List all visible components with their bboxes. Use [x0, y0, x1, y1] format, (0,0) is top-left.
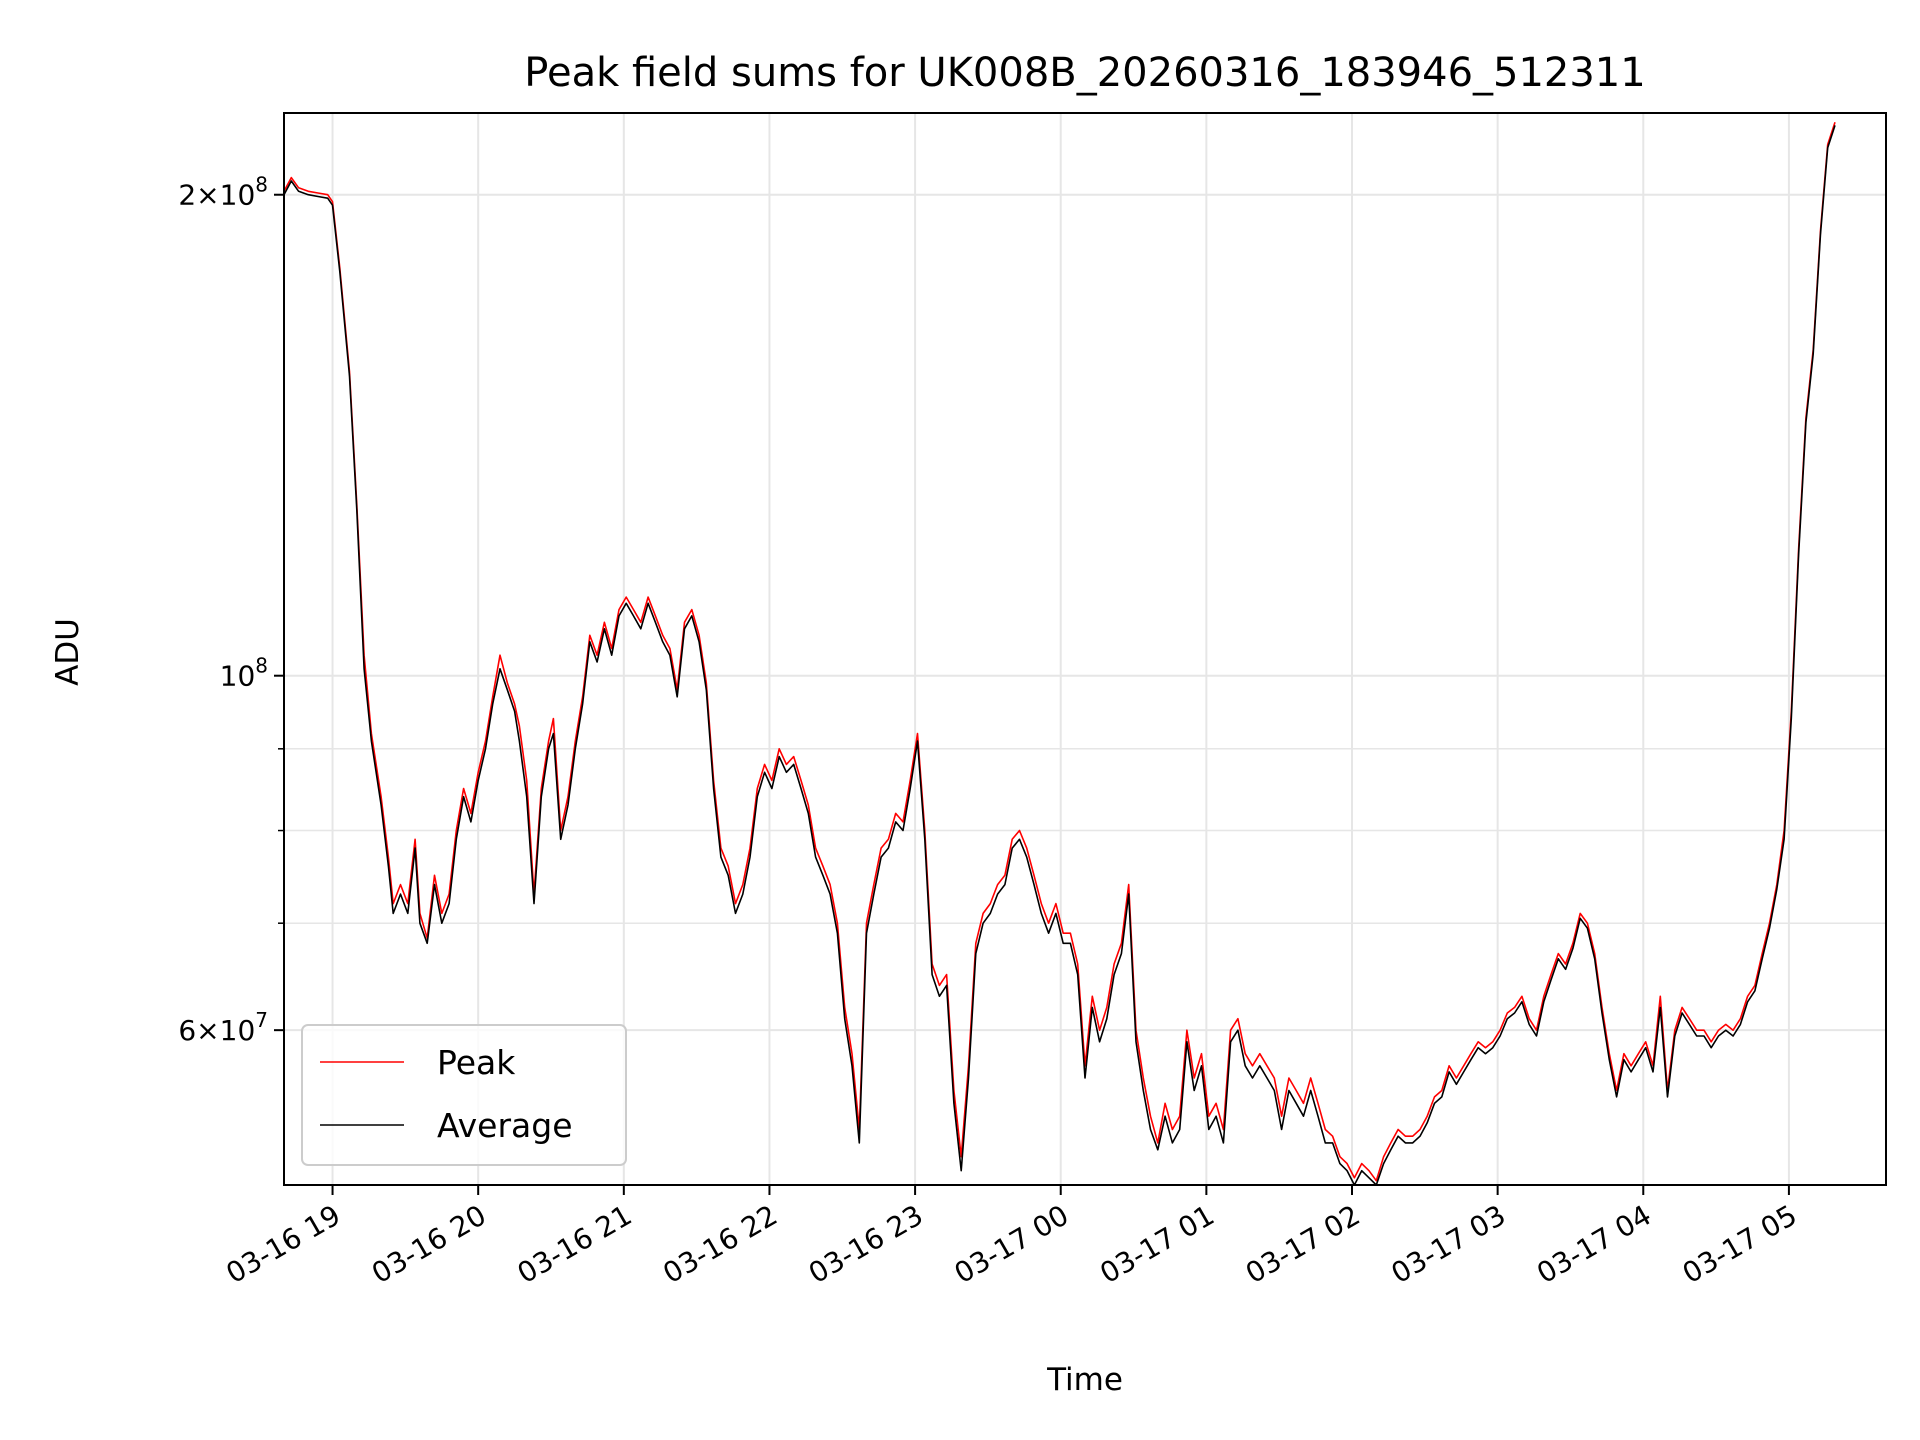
- y-tick-label: 2×108: [178, 173, 268, 212]
- grid: [284, 113, 1886, 1185]
- legend-label-peak: Peak: [437, 1043, 516, 1082]
- plot-area: [284, 122, 1836, 1185]
- legend: Peak Average: [301, 1024, 627, 1166]
- y-axis-label: ADU: [50, 618, 86, 686]
- x-axis-label: Time: [1046, 1362, 1123, 1398]
- legend-label-average: Average: [437, 1106, 573, 1145]
- plot-frame: [283, 112, 1887, 1186]
- y-tick-label: 6×107: [178, 1008, 268, 1047]
- chart-title: Peak field sums for UK008B_20260316_1839…: [524, 50, 1645, 96]
- legend-box: [301, 1024, 627, 1166]
- y-tick-label: 108: [220, 654, 268, 693]
- y-axis: 2×108 108 6×107: [178, 173, 284, 1047]
- series-line-average: [284, 125, 1836, 1185]
- series-line-peak: [284, 122, 1836, 1182]
